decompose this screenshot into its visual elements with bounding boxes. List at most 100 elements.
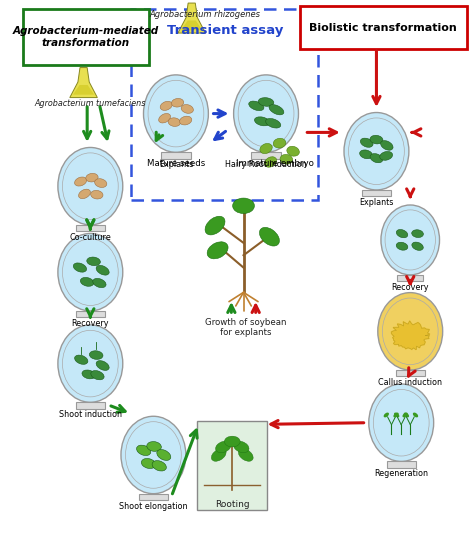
Ellipse shape	[393, 412, 399, 417]
Ellipse shape	[234, 441, 249, 453]
Ellipse shape	[360, 138, 373, 147]
Ellipse shape	[152, 461, 166, 471]
FancyBboxPatch shape	[139, 494, 168, 500]
Circle shape	[121, 416, 186, 494]
Text: Shoot induction: Shoot induction	[59, 410, 122, 419]
Ellipse shape	[269, 105, 284, 115]
Ellipse shape	[141, 459, 156, 468]
Ellipse shape	[383, 412, 389, 417]
FancyBboxPatch shape	[368, 12, 392, 26]
Ellipse shape	[74, 177, 87, 186]
Circle shape	[381, 205, 439, 275]
Text: Agrobacterium-mediated
transformation: Agrobacterium-mediated transformation	[13, 26, 159, 48]
Ellipse shape	[380, 151, 392, 160]
Ellipse shape	[147, 441, 161, 451]
FancyBboxPatch shape	[251, 153, 281, 159]
Text: Biolistic transformation: Biolistic transformation	[310, 23, 457, 32]
Polygon shape	[73, 85, 94, 95]
Text: Agrobacterium tumefaciens: Agrobacterium tumefaciens	[35, 99, 146, 108]
Ellipse shape	[273, 139, 286, 148]
Text: Callus induction: Callus induction	[378, 378, 442, 387]
FancyBboxPatch shape	[197, 421, 267, 510]
Ellipse shape	[81, 278, 94, 286]
Circle shape	[234, 75, 299, 153]
Ellipse shape	[412, 230, 423, 238]
Ellipse shape	[412, 242, 423, 250]
Ellipse shape	[211, 448, 226, 461]
Polygon shape	[70, 67, 97, 98]
Text: Regeneration: Regeneration	[374, 469, 428, 479]
FancyBboxPatch shape	[23, 9, 149, 65]
FancyBboxPatch shape	[76, 225, 105, 231]
Ellipse shape	[396, 230, 408, 238]
Ellipse shape	[381, 141, 393, 150]
Text: Transient assay: Transient assay	[167, 24, 284, 37]
Ellipse shape	[259, 227, 279, 246]
Circle shape	[344, 113, 409, 190]
Ellipse shape	[238, 448, 253, 461]
Text: Rooting: Rooting	[215, 500, 250, 509]
Ellipse shape	[90, 351, 103, 360]
Ellipse shape	[95, 179, 107, 188]
Ellipse shape	[265, 119, 281, 128]
Ellipse shape	[86, 174, 98, 182]
Text: Mature seeds: Mature seeds	[147, 160, 205, 168]
Ellipse shape	[404, 412, 409, 417]
FancyBboxPatch shape	[362, 190, 391, 196]
Ellipse shape	[137, 445, 151, 455]
FancyBboxPatch shape	[387, 461, 416, 468]
Circle shape	[144, 75, 209, 153]
Ellipse shape	[93, 279, 106, 288]
Ellipse shape	[91, 371, 104, 380]
Ellipse shape	[87, 257, 100, 266]
FancyBboxPatch shape	[373, 21, 381, 34]
Ellipse shape	[402, 412, 408, 417]
Ellipse shape	[160, 101, 172, 110]
Circle shape	[369, 384, 434, 461]
Circle shape	[58, 233, 123, 311]
FancyBboxPatch shape	[161, 153, 191, 159]
Ellipse shape	[370, 135, 383, 144]
Text: Growth of soybean
for explants: Growth of soybean for explants	[205, 318, 286, 337]
Text: Hairy Root induction: Hairy Root induction	[225, 161, 307, 169]
Ellipse shape	[264, 157, 277, 167]
Ellipse shape	[181, 105, 193, 113]
Ellipse shape	[91, 190, 103, 199]
Text: Agrobacterium rhizogenes: Agrobacterium rhizogenes	[150, 10, 261, 19]
Polygon shape	[181, 20, 202, 30]
Ellipse shape	[157, 450, 171, 460]
Ellipse shape	[74, 355, 88, 364]
Text: Immature embryo: Immature embryo	[236, 160, 314, 168]
Ellipse shape	[260, 143, 272, 154]
Polygon shape	[178, 3, 206, 33]
FancyBboxPatch shape	[76, 311, 105, 317]
Ellipse shape	[207, 242, 228, 259]
Ellipse shape	[159, 114, 171, 123]
Text: Shoot elongation: Shoot elongation	[119, 502, 188, 511]
Circle shape	[378, 293, 443, 370]
Ellipse shape	[280, 155, 292, 164]
Ellipse shape	[216, 441, 231, 453]
Ellipse shape	[73, 263, 87, 272]
Ellipse shape	[370, 154, 383, 163]
Text: Explants: Explants	[359, 198, 393, 207]
Ellipse shape	[205, 216, 225, 235]
Text: Recovery: Recovery	[392, 283, 429, 292]
Text: Co-culture: Co-culture	[70, 233, 111, 242]
Circle shape	[58, 325, 123, 402]
FancyBboxPatch shape	[397, 275, 423, 281]
Ellipse shape	[96, 265, 109, 275]
Ellipse shape	[396, 242, 408, 250]
Ellipse shape	[224, 436, 240, 447]
Ellipse shape	[79, 189, 91, 199]
Ellipse shape	[168, 118, 181, 127]
Circle shape	[58, 148, 123, 225]
Ellipse shape	[258, 98, 274, 106]
Ellipse shape	[249, 101, 264, 110]
Ellipse shape	[413, 412, 418, 417]
Text: Explants: Explants	[159, 161, 193, 169]
Ellipse shape	[360, 150, 373, 158]
Text: Recovery: Recovery	[72, 319, 109, 328]
FancyBboxPatch shape	[76, 402, 105, 409]
Ellipse shape	[180, 116, 192, 125]
